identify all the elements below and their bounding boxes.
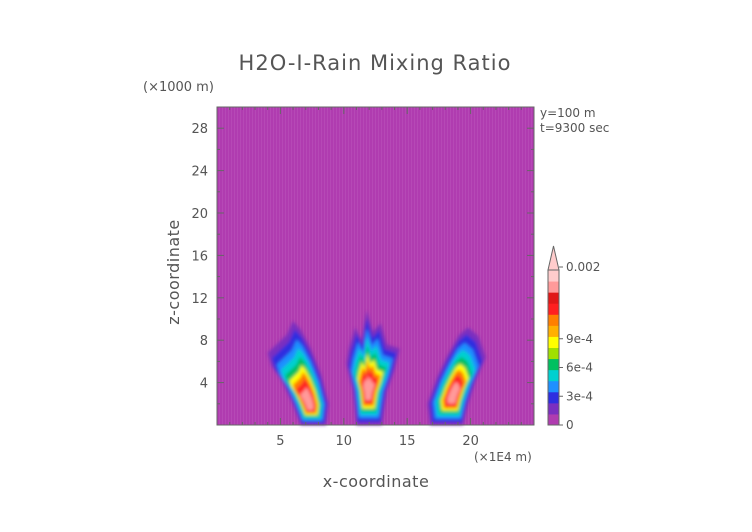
y-tick-label: 4 bbox=[200, 377, 208, 392]
colorbar-label: 3e-4 bbox=[566, 389, 593, 403]
colorbar-arrow bbox=[547, 245, 560, 271]
colorbar-swatch bbox=[548, 325, 559, 337]
y-tick-label: 28 bbox=[191, 122, 208, 137]
annotation-y-position: y=100 m bbox=[540, 106, 596, 120]
colorbar-swatch bbox=[548, 314, 559, 326]
colorbar-label: 0 bbox=[566, 418, 574, 432]
y-axis: 4 8 12 16 20 24 28 bbox=[191, 122, 534, 405]
colorbar-label: 9e-4 bbox=[566, 332, 593, 346]
colorbar-frame bbox=[547, 269, 560, 426]
colorbar-swatch bbox=[548, 380, 559, 393]
colorbar-swatch bbox=[548, 402, 559, 415]
left-plume bbox=[267, 321, 329, 425]
colorbar-label: 0.002 bbox=[566, 260, 600, 274]
right-plume bbox=[427, 327, 486, 425]
x-tick-label: 10 bbox=[336, 434, 353, 449]
colorbar-swatch bbox=[548, 281, 559, 293]
annotation-time: t=9300 sec bbox=[540, 121, 609, 135]
x-tick-label: 5 bbox=[276, 434, 284, 449]
y-tick-label: 16 bbox=[191, 249, 208, 264]
y-tick-label: 24 bbox=[191, 165, 208, 180]
colorbar-swatch bbox=[548, 391, 559, 404]
colorbar: 0 3e-4 6e-4 9e-4 0.002 bbox=[547, 245, 600, 432]
colorbar-swatch bbox=[548, 358, 559, 371]
y-units-label: (×1000 m) bbox=[143, 80, 214, 95]
plume-layer bbox=[447, 382, 461, 404]
plume-layer bbox=[300, 387, 314, 411]
y-tick-label: 12 bbox=[191, 292, 208, 307]
plume-layer bbox=[363, 375, 375, 401]
chart-title: H2O-I-Rain Mixing Ratio bbox=[239, 51, 512, 75]
y-tick-label: 20 bbox=[191, 207, 208, 222]
colorbar-swatch bbox=[548, 336, 559, 348]
center-plume bbox=[346, 310, 400, 425]
colorbar-swatch bbox=[548, 292, 559, 304]
x-axis-title: x-coordinate bbox=[323, 472, 430, 491]
x-tick-label: 20 bbox=[462, 434, 479, 449]
colorbar-label: 6e-4 bbox=[566, 361, 593, 375]
colorbar-swatch bbox=[548, 369, 559, 382]
x-units-label: (×1E4 m) bbox=[474, 450, 532, 464]
x-tick-label: 15 bbox=[399, 434, 416, 449]
x-axis: 5 10 15 20 bbox=[229, 107, 522, 449]
y-axis-title: z-coordinate bbox=[164, 219, 183, 325]
y-tick-label: 8 bbox=[200, 334, 208, 349]
plumes bbox=[267, 310, 486, 425]
colorbar-swatch bbox=[548, 303, 559, 315]
plot-area bbox=[216, 106, 535, 426]
colorbar-swatch bbox=[548, 270, 559, 282]
colorbar-swatch bbox=[548, 413, 559, 426]
plot-frame bbox=[216, 106, 535, 426]
colorbar-swatch bbox=[548, 347, 559, 360]
